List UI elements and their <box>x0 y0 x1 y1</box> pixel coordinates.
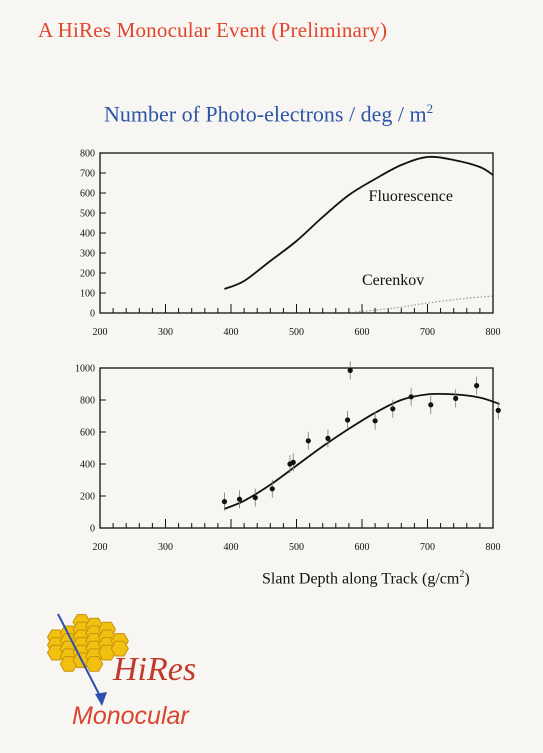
logo-subtitle: Monocular <box>72 702 189 730</box>
y-tick-label: 800 <box>80 149 95 160</box>
plot-title: Number of Photo-electrons / deg / m2 <box>104 101 433 127</box>
y-tick-label: 0 <box>90 524 95 535</box>
y-tick-label: 1000 <box>75 364 95 375</box>
page-title: A HiRes Monocular Event (Preliminary) <box>38 18 388 42</box>
data-point <box>347 367 353 373</box>
data-point <box>269 486 275 492</box>
x-tick-label: 300 <box>158 542 173 553</box>
plot-2: 200 300 400 500 600 700 800 0 200 400 600 800 1000 <box>75 361 501 553</box>
data-point <box>453 395 459 401</box>
fit-curve <box>224 392 500 510</box>
honeycomb-cell <box>85 656 104 672</box>
data-point <box>495 407 501 413</box>
x-tick-label: 500 <box>289 542 304 553</box>
x-tick-label: 700 <box>420 542 435 553</box>
data-point <box>372 418 378 424</box>
x-tick-label: 400 <box>224 327 239 338</box>
data-point <box>305 438 311 444</box>
data-point <box>325 435 331 441</box>
y-tick-label: 400 <box>80 460 95 471</box>
y-tick-label: 800 <box>80 396 95 407</box>
data-point <box>290 459 296 465</box>
x-tick-label: 400 <box>224 542 239 553</box>
fluorescence-series-line <box>224 155 494 290</box>
x-tick-label: 600 <box>355 327 370 338</box>
plot-frame <box>99 152 494 314</box>
fluorescence-series-label: Fluorescence <box>369 188 453 205</box>
honeycomb-cell <box>110 640 129 657</box>
plot-1: 200 300 400 500 600 700 800 0 100 200 300 400 500 600… <box>80 149 501 339</box>
y-tick-label: 400 <box>80 229 95 240</box>
data-point <box>474 383 480 389</box>
y-tick-label: 700 <box>80 169 95 180</box>
x-tick-label: 300 <box>158 327 173 338</box>
cerenkov-series-label: Cerenkov <box>362 272 424 289</box>
x-axis-label: Slant Depth along Track (g/cm2) <box>262 569 470 588</box>
data-point <box>428 402 434 408</box>
hires-logo-icon <box>46 613 129 706</box>
y-tick-label: 600 <box>80 189 95 200</box>
data-point <box>390 406 396 412</box>
x-tick-label: 700 <box>420 327 435 338</box>
x-axis-label-superscript: 2 <box>459 569 465 580</box>
x-tick-label: 200 <box>93 542 108 553</box>
data-point <box>252 495 258 501</box>
y-tick-label: 200 <box>80 492 95 503</box>
plot-frame <box>99 367 494 529</box>
y-tick-label: 100 <box>80 289 95 300</box>
y-tick-label: 600 <box>80 428 95 439</box>
x-axis-label-close: ) <box>464 570 470 588</box>
data-point <box>408 394 414 400</box>
data-point <box>344 417 351 423</box>
x-tick-label: 800 <box>486 327 501 338</box>
y-tick-label: 300 <box>80 249 95 260</box>
track-arrow-shaft <box>57 613 103 701</box>
cerenkov-series-line <box>355 295 494 313</box>
x-tick-label: 600 <box>355 542 370 553</box>
logo-name: HiRes <box>113 651 197 688</box>
data-point <box>221 499 228 505</box>
x-axis-label-text: Slant Depth along Track (g/cm <box>262 570 460 588</box>
x-tick-label: 500 <box>289 327 304 338</box>
y-tick-label: 200 <box>80 269 95 280</box>
track-arrow-head <box>95 692 107 706</box>
x-tick-label: 800 <box>486 542 501 553</box>
plot-title-text: Number of Photo-electrons / deg / m <box>104 101 427 127</box>
x-tick-label: 200 <box>93 327 108 338</box>
data-point <box>236 496 243 502</box>
plot-title-superscript: 2 <box>426 101 434 116</box>
y-tick-label: 500 <box>80 209 95 220</box>
y-tick-label: 0 <box>90 309 95 320</box>
